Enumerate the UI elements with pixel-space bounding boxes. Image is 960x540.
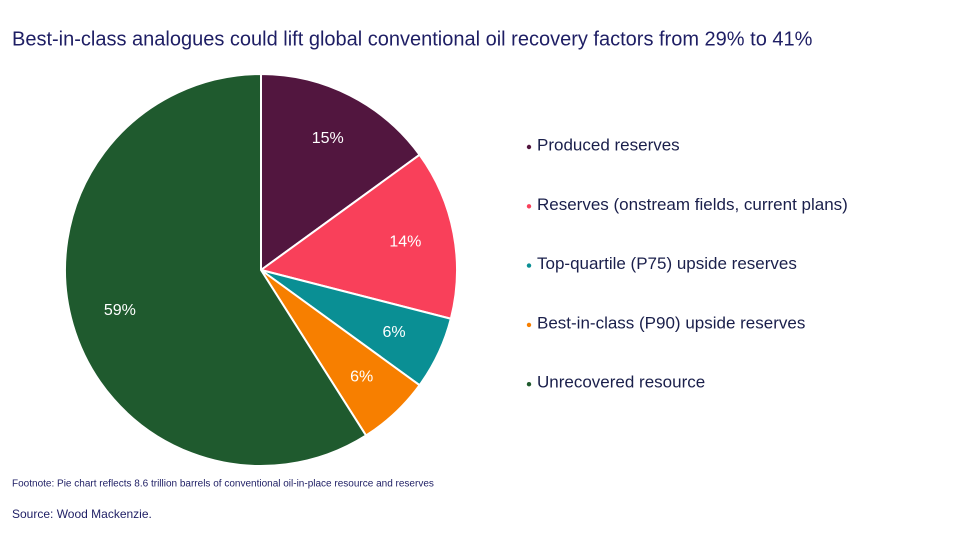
chart-title: Best-in-class analogues could lift globa… [12,28,813,50]
legend-label: Unrecovered resource [537,373,705,392]
pie-slice [258,153,458,320]
legend-marker [526,144,532,150]
legend-label: Top-quartile (P75) upside reserves [537,254,797,273]
data-label: 6% [350,368,373,385]
legend-marker [526,263,532,268]
pie-slice [260,72,421,272]
legend-label: Produced reserves [537,135,680,154]
data-label: 14% [389,234,421,251]
source: Source: Wood Mackenzie. [12,507,152,521]
legend-label: Reserves (onstream fields, current plans… [537,195,848,214]
legend-marker [526,204,532,209]
legend-marker [526,322,532,328]
legend-marker [526,382,532,387]
pie-slice [64,72,368,467]
data-label: 59% [104,302,136,319]
data-label: 15% [312,130,344,147]
footnote: Footnote: Pie chart reflects 8.6 trillio… [12,479,434,490]
legend-label: Best-in-class (P90) upside reserves [537,313,805,332]
data-label: 6% [382,324,405,341]
